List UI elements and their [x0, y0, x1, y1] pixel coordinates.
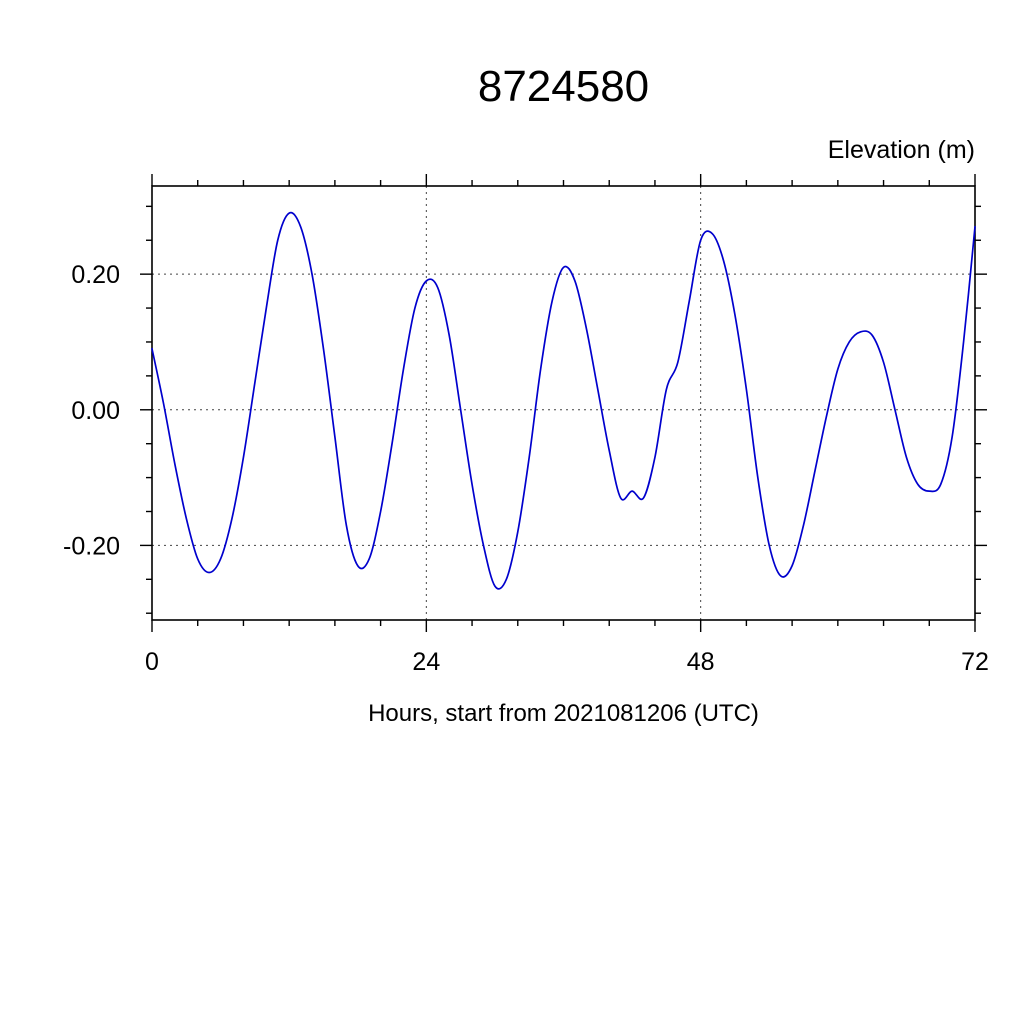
- x-tick-label: 24: [412, 648, 440, 676]
- x-tick-label: 48: [687, 648, 715, 676]
- x-tick-label: 0: [145, 648, 159, 676]
- y-tick-label: 0.20: [71, 261, 120, 289]
- y-tick-label: -0.20: [63, 532, 120, 560]
- y-tick-label: 0.00: [71, 397, 120, 425]
- x-axis-title: Hours, start from 2021081206 (UTC): [368, 700, 759, 727]
- elevation-line: [151, 211, 976, 590]
- y-axis-title: Elevation (m): [827, 136, 975, 164]
- x-tick-label: 72: [961, 648, 989, 676]
- chart-title: 8724580: [477, 62, 650, 111]
